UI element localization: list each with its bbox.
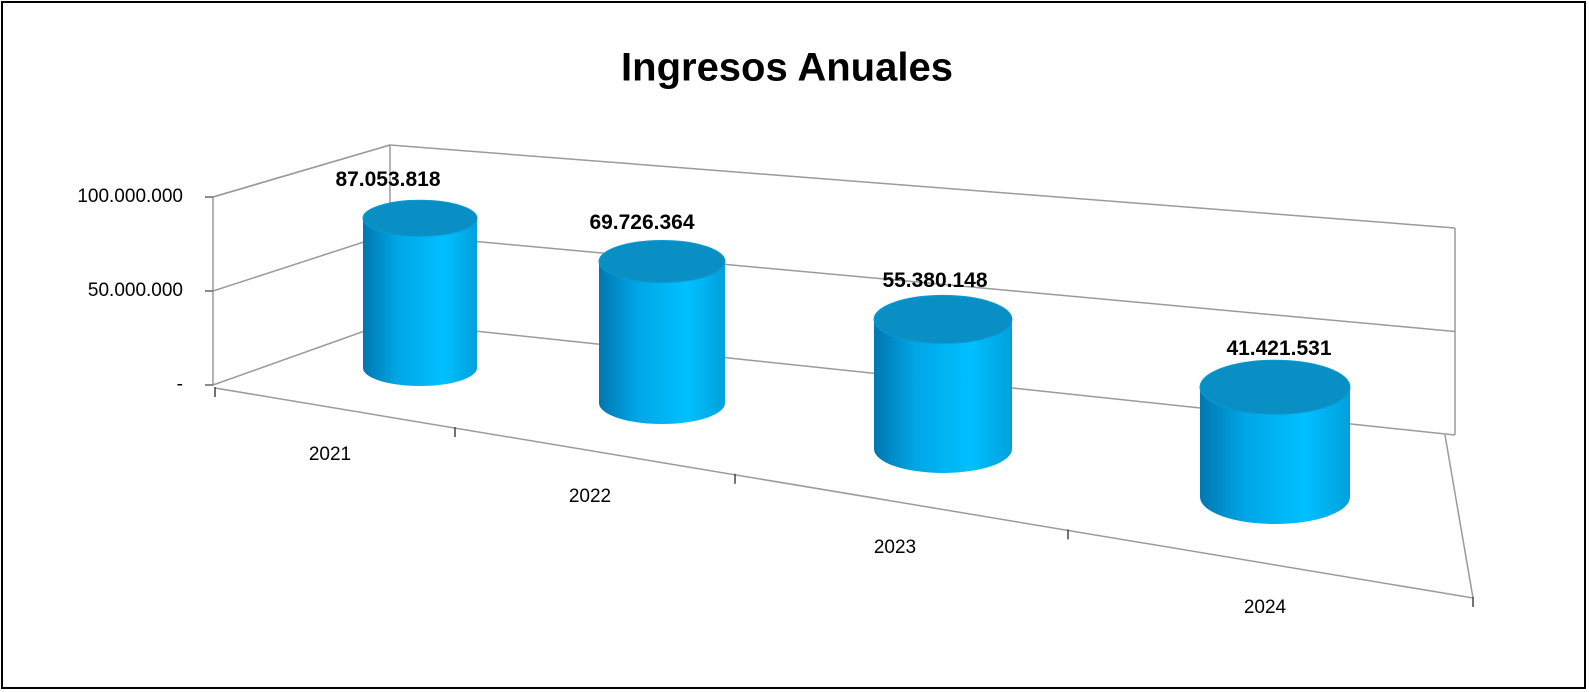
y-tick-label: 100.000.000 bbox=[77, 186, 183, 207]
data-label: 87.053.818 bbox=[335, 168, 440, 191]
cylinder-top bbox=[1199, 359, 1351, 415]
cylinder-top bbox=[598, 239, 726, 283]
chart-title: Ingresos Anuales bbox=[621, 46, 953, 90]
x-tick-label: 2021 bbox=[309, 444, 351, 465]
cylinder-body bbox=[1200, 387, 1350, 524]
cylinder bbox=[598, 239, 726, 424]
cylinder bbox=[362, 199, 478, 386]
cylinder-body bbox=[363, 218, 477, 386]
data-label: 69.726.364 bbox=[589, 211, 694, 234]
cylinder bbox=[1199, 359, 1351, 524]
y-tick-label: 50.000.000 bbox=[88, 280, 183, 301]
data-label: 55.380.148 bbox=[882, 269, 987, 292]
grid-line bbox=[212, 144, 1456, 229]
cylinder-top bbox=[362, 199, 478, 237]
x-tick-label: 2024 bbox=[1244, 597, 1287, 618]
cylinder-body bbox=[599, 261, 725, 424]
cylinder-body bbox=[874, 319, 1012, 473]
x-tick-label: 2023 bbox=[874, 537, 916, 558]
data-label: 41.421.531 bbox=[1226, 337, 1331, 360]
x-tick-label: 2022 bbox=[569, 486, 611, 507]
y-tick-label: - bbox=[177, 374, 183, 395]
cylinder-top bbox=[873, 294, 1013, 344]
cylinder bbox=[873, 294, 1013, 473]
